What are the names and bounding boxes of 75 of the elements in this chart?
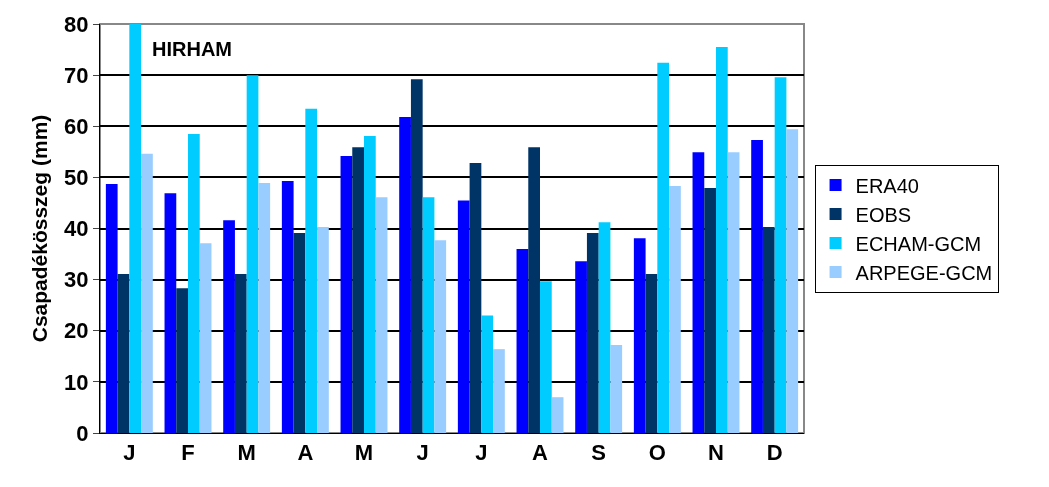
x-tick-label: J	[475, 440, 488, 466]
bar	[540, 281, 552, 433]
x-tick-label: M	[354, 440, 374, 466]
x-tick-label: J	[123, 440, 136, 466]
legend-label: EOBS	[855, 203, 912, 226]
x-tick-label: A	[297, 440, 314, 466]
x-tick-label: F	[181, 440, 195, 466]
bar	[188, 133, 200, 433]
bar	[317, 226, 329, 433]
bar	[645, 274, 658, 433]
bar	[305, 108, 318, 433]
legend-label: ECHAM-GCM	[855, 232, 982, 255]
x-tick-label: A	[532, 440, 549, 466]
bar	[727, 152, 740, 433]
bar	[129, 24, 142, 433]
bar	[598, 222, 611, 433]
bar	[610, 345, 623, 433]
y-tick-label: 60	[64, 113, 89, 139]
bar	[786, 129, 799, 433]
y-tick-label: 20	[64, 318, 89, 344]
bar	[422, 197, 435, 433]
y-tick-label: 70	[64, 62, 89, 88]
bar	[493, 349, 505, 433]
bar	[551, 397, 564, 433]
x-tick-label: S	[591, 440, 607, 466]
bar	[234, 274, 247, 433]
bar	[774, 77, 787, 433]
bar	[176, 288, 188, 433]
annotation: HIRHAM	[152, 38, 232, 60]
bar	[434, 240, 447, 433]
bar	[516, 248, 529, 433]
bar	[751, 140, 763, 433]
bar	[704, 188, 716, 433]
bar	[258, 183, 271, 433]
bar	[469, 163, 482, 433]
y-tick-label: 0	[76, 420, 89, 446]
bar	[716, 47, 728, 433]
y-tick-label: 80	[64, 11, 89, 37]
bar	[669, 186, 681, 433]
bar	[223, 220, 235, 433]
bar	[340, 155, 353, 433]
bar	[281, 180, 294, 433]
y-tick-label: 10	[64, 369, 89, 395]
bar	[141, 153, 153, 433]
bar	[117, 274, 130, 433]
bar	[364, 135, 376, 433]
bar	[164, 193, 177, 433]
bar	[105, 184, 118, 433]
y-tick-label: 50	[64, 165, 89, 191]
legend-label: ERA40	[855, 174, 919, 197]
x-tick-label: M	[237, 440, 256, 466]
bar	[762, 226, 775, 433]
bar	[481, 315, 494, 433]
bar	[457, 200, 470, 433]
bar	[633, 238, 646, 433]
x-tick-label: O	[648, 440, 666, 466]
bar	[293, 233, 306, 433]
bar	[410, 79, 423, 433]
bar	[246, 75, 259, 433]
bar	[375, 197, 388, 433]
bar	[399, 117, 411, 433]
bar	[352, 147, 364, 433]
bar	[692, 152, 705, 433]
bar	[575, 261, 587, 433]
bar	[586, 233, 599, 433]
y-axis-title: Csapadékösszeg (mm)	[28, 114, 52, 343]
x-tick-label: D	[766, 440, 783, 466]
bar	[657, 62, 670, 433]
x-tick-label: N	[708, 440, 724, 466]
bar	[199, 243, 212, 433]
y-tick-label: 30	[64, 267, 89, 293]
bar	[528, 147, 540, 433]
y-tick-label: 40	[64, 216, 89, 242]
legend-label: ARPEGE-GCM	[855, 261, 993, 284]
x-tick-label: J	[416, 440, 429, 466]
